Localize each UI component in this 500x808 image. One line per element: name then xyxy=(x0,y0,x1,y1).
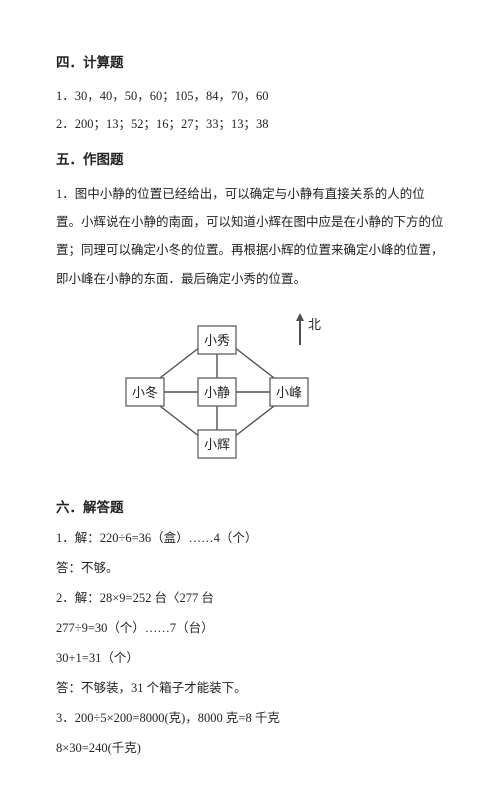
section4-line2: 2．200；13；52；16；27；33；13；38 xyxy=(56,112,444,137)
q2-line-d: 答：不够装，31 个箱子才能装下。 xyxy=(56,678,444,698)
q1-line-b: 答：不够。 xyxy=(56,558,444,578)
node-right: 小峰 xyxy=(276,385,302,400)
position-diagram: 北 xyxy=(112,307,444,483)
node-left: 小冬 xyxy=(132,385,158,400)
section5-title: 五．作图题 xyxy=(56,149,444,171)
section6-title: 六．解答题 xyxy=(56,497,444,519)
section4-line1: 1．30，40，50，60；105，84，70，60 xyxy=(56,84,444,109)
section4-title: 四．计算题 xyxy=(56,52,444,74)
q3-line-a: 3．200÷5×200=8000(克)，8000 克=8 千克 xyxy=(56,708,444,728)
q1-line-a: 1．解：220÷6=36（盒）……4（个） xyxy=(56,528,444,548)
node-center: 小静 xyxy=(204,385,230,400)
node-bottom: 小辉 xyxy=(204,437,230,452)
q2-line-a: 2．解：28×9=252 台〈277 台 xyxy=(56,588,444,608)
north-arrow-icon: 北 xyxy=(296,313,321,345)
section5-para: 1．图中小静的位置已经给出，可以确定与小静有直接关系的人的位置。小辉说在小静的南… xyxy=(56,180,444,293)
q2-line-c: 30+1=31（个） xyxy=(56,648,444,668)
north-label: 北 xyxy=(308,317,321,332)
page: 四．计算题 1．30，40，50，60；105，84，70，60 2．200；1… xyxy=(0,0,500,808)
q3-line-b: 8×30=240(千克) xyxy=(56,738,444,758)
q2-line-b: 277÷9=30（个）……7（台） xyxy=(56,618,444,638)
node-top: 小秀 xyxy=(204,333,230,348)
diagram-nodes: 小静 小秀 小辉 小冬 小峰 xyxy=(126,326,308,458)
